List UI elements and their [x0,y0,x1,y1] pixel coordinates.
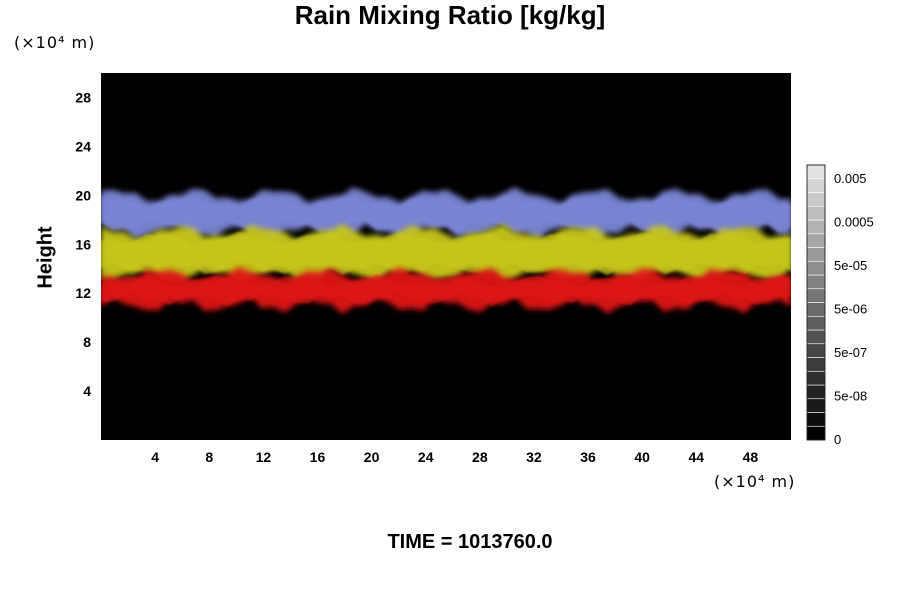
x-tick-label: 36 [580,449,596,465]
colorbar-swatch [806,329,826,345]
colorbar-label: 5e-06 [834,302,867,317]
x-tick-label: 8 [205,449,213,465]
colorbar-label: 5e-08 [834,389,867,404]
colorbar-label: 5e-07 [834,345,867,360]
x-tick-label: 4 [151,449,159,465]
x-tick-label: 32 [526,449,542,465]
colorbar-swatch [806,205,826,221]
colorbar-swatch [806,412,826,427]
data-layer-3-core [101,274,791,306]
colorbar-swatch [806,315,826,331]
data-layer-2-core [101,231,791,276]
colorbar-swatch [806,384,826,400]
y-axis-ticks: 4 8 12 16 20 24 28 [75,89,91,399]
y-tick-label: 20 [75,187,91,203]
colorbar-swatch [806,192,826,207]
y-tick-label: 24 [75,138,91,154]
colorbar-swatch [806,164,826,180]
x-axis-ticks: 4 8 12 16 20 24 28 32 36 40 44 48 [151,449,758,465]
data-layers [101,187,791,315]
colorbar-label: 0 [834,432,841,447]
x-tick-label: 28 [472,449,488,465]
x-tick-label: 40 [634,449,650,465]
y-tick-label: 8 [83,334,91,350]
colorbar-swatch [806,302,826,317]
y-tick-label: 16 [75,236,91,252]
y-tick-label: 12 [75,285,91,301]
x-tick-label: 16 [310,449,326,465]
colorbar-swatch [806,233,826,248]
x-axis-unit: (×10⁴ m) [714,472,796,491]
y-tick-label: 4 [83,383,91,399]
colorbar-swatch [806,219,826,235]
x-tick-label: 24 [418,449,434,465]
data-layer-1-core [101,195,791,233]
y-tick-label: 28 [75,89,91,105]
chart-title: Rain Mixing Ratio [kg/kg] [294,0,606,30]
colorbar-swatch [806,425,826,441]
colorbar: 0.005 0.0005 5e-05 5e-06 5e-07 5e-08 0 [806,164,874,447]
colorbar-swatch [806,274,826,290]
colorbar-swatch [806,288,826,303]
colorbar-label: 5e-05 [834,258,867,273]
colorbar-frame [806,164,826,441]
colorbar-swatch [806,370,826,386]
x-tick-label: 20 [364,449,380,465]
colorbar-swatch [806,398,826,413]
colorbar-label: 0.0005 [834,215,874,230]
colorbar-swatch [806,357,826,372]
colorbar-swatch [806,343,826,358]
y-axis-unit: (×10⁴ m) [14,33,96,52]
x-tick-label: 48 [743,449,759,465]
x-tick-label: 12 [256,449,272,465]
time-label: TIME = 1013760.0 [387,531,553,553]
colorbar-swatch [806,178,826,193]
x-tick-label: 44 [689,449,705,465]
colorbar-swatch [806,247,826,262]
colorbar-swatch [806,260,826,276]
colorbar-label: 0.005 [834,171,867,186]
